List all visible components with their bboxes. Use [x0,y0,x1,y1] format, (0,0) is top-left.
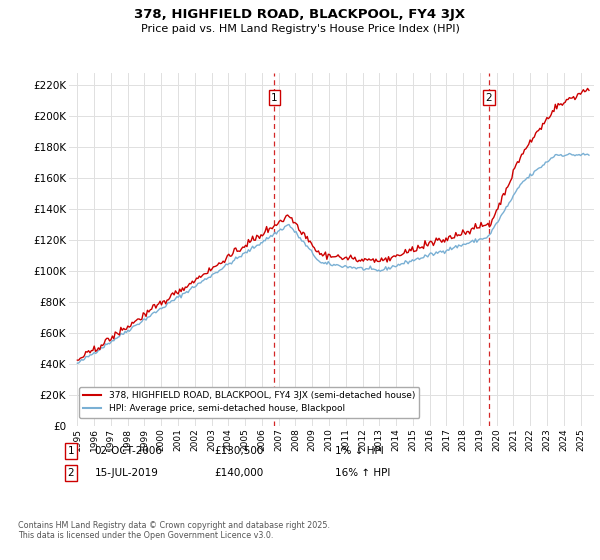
Text: 2: 2 [67,468,74,478]
Text: 1: 1 [271,92,278,102]
Text: Price paid vs. HM Land Registry's House Price Index (HPI): Price paid vs. HM Land Registry's House … [140,24,460,34]
Text: 1% ↓ HPI: 1% ↓ HPI [335,446,383,456]
Text: £130,500: £130,500 [215,446,264,456]
Text: Contains HM Land Registry data © Crown copyright and database right 2025.
This d: Contains HM Land Registry data © Crown c… [18,521,330,540]
Legend: 378, HIGHFIELD ROAD, BLACKPOOL, FY4 3JX (semi-detached house), HPI: Average pric: 378, HIGHFIELD ROAD, BLACKPOOL, FY4 3JX … [79,387,419,418]
Text: 2: 2 [485,92,493,102]
Text: £140,000: £140,000 [215,468,264,478]
Text: 16% ↑ HPI: 16% ↑ HPI [335,468,390,478]
Text: 02-OCT-2006: 02-OCT-2006 [95,446,163,456]
Text: 15-JUL-2019: 15-JUL-2019 [95,468,158,478]
Text: 1: 1 [67,446,74,456]
Text: 378, HIGHFIELD ROAD, BLACKPOOL, FY4 3JX: 378, HIGHFIELD ROAD, BLACKPOOL, FY4 3JX [134,8,466,21]
